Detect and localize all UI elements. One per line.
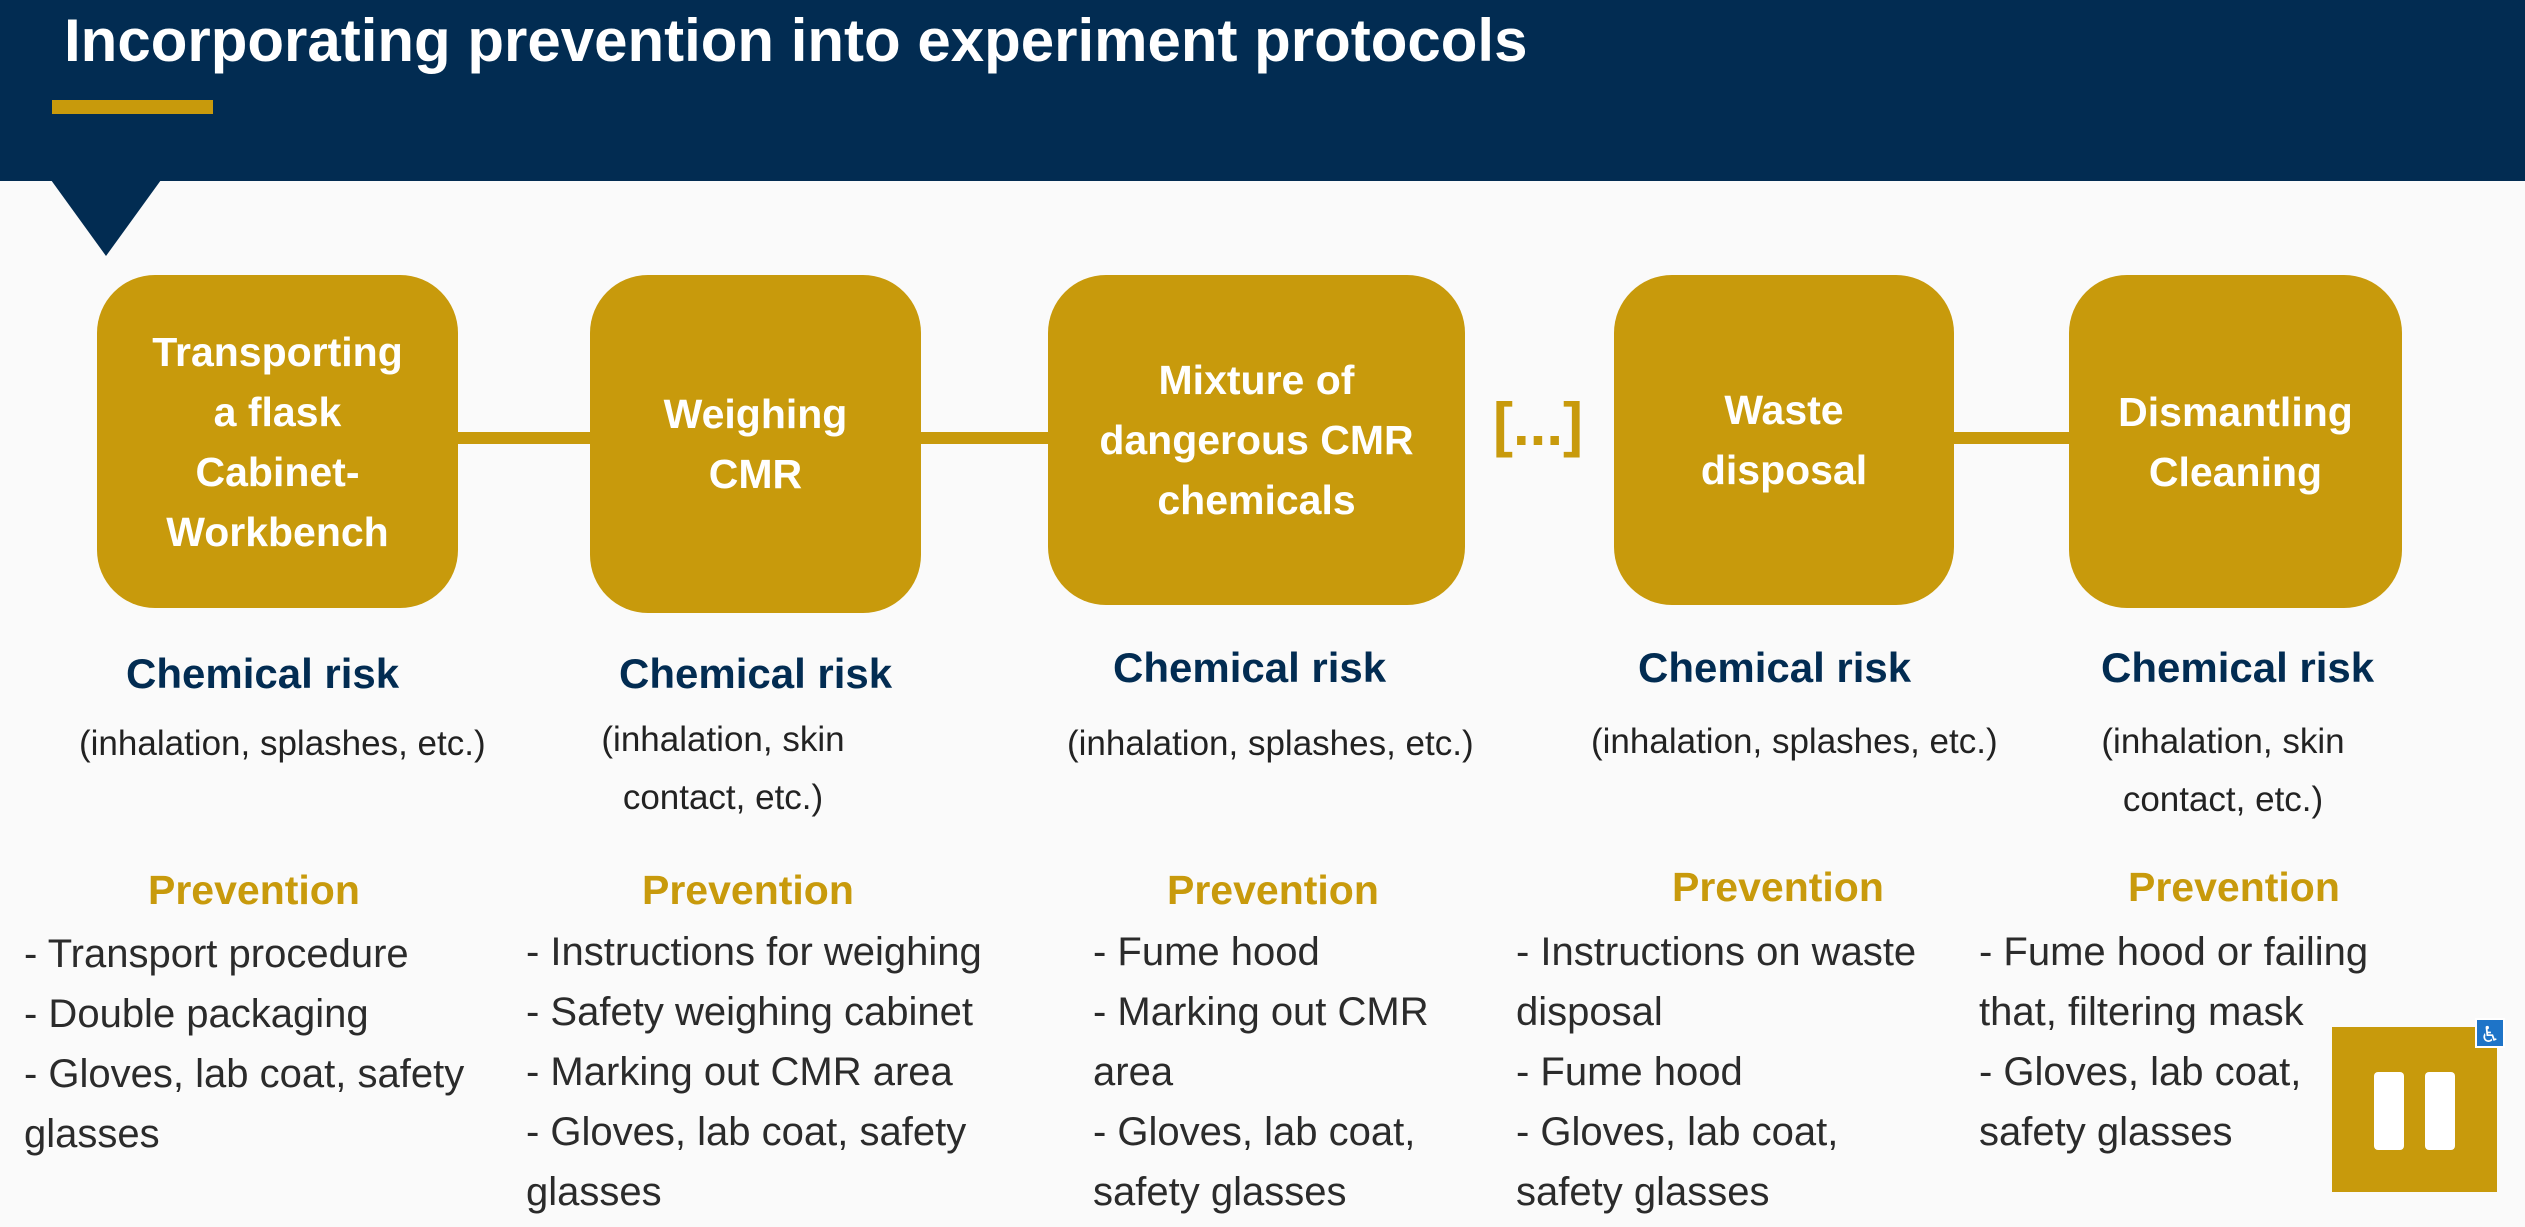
risk-detail: (inhalation, splashes, etc.) bbox=[79, 724, 486, 763]
prevention-item: - Fume hood or failing that, filtering m… bbox=[1979, 930, 2369, 1034]
step-label: Dismantling Cleaning bbox=[2118, 388, 2353, 495]
step-box-mixture: Mixture of dangerous CMR chemicals bbox=[1048, 275, 1465, 605]
risk-detail: (inhalation, splashes, etc.) bbox=[1591, 722, 1998, 761]
step-label: Waste disposal bbox=[1700, 387, 1868, 493]
header-pointer bbox=[51, 180, 161, 256]
step-box-waste: Waste disposal bbox=[1614, 275, 1954, 605]
prevention-list: - Fume hood - Marking out CMR area - Glo… bbox=[1093, 922, 1473, 1222]
step-label: Mixture of dangerous CMR chemicals bbox=[1099, 357, 1414, 523]
risk-title: Chemical risk bbox=[619, 650, 893, 697]
step-box-transporting: Transporting a flask Cabinet- Workbench bbox=[97, 275, 458, 608]
prevention-item: - Safety weighing cabinet bbox=[526, 990, 973, 1034]
risk-title: Chemical risk bbox=[2101, 644, 2375, 691]
risk-title: Chemical risk bbox=[1638, 644, 1912, 691]
prevention-item: - Gloves, lab coat, safety glasses bbox=[1093, 1110, 1416, 1214]
prevention-title: Prevention bbox=[148, 867, 360, 913]
prevention-title: Prevention bbox=[2128, 864, 2340, 910]
prevention-title: Prevention bbox=[1672, 864, 1884, 910]
prevention-item: - Double packaging bbox=[24, 992, 369, 1036]
risk-title: Chemical risk bbox=[1113, 644, 1387, 691]
prevention-item: - Marking out CMR area bbox=[526, 1050, 953, 1094]
header-bar bbox=[0, 0, 2525, 181]
prevention-item: - Gloves, lab coat, safety glasses bbox=[526, 1110, 967, 1214]
prevention-item: - Fume hood bbox=[1516, 1050, 1743, 1094]
risk-detail: (inhalation, splashes, etc.) bbox=[1067, 724, 1474, 763]
step-label: Transporting a flask Cabinet- Workbench bbox=[152, 328, 403, 555]
prevention-item: - Gloves, lab coat, safety glasses bbox=[24, 1052, 465, 1156]
risk-title: Chemical risk bbox=[126, 650, 400, 697]
ellipsis-marker: [...] bbox=[1493, 391, 1583, 458]
step-label: Weighing CMR bbox=[663, 391, 848, 497]
accessibility-icon[interactable]: ♿ bbox=[2475, 1018, 2505, 1048]
prevention-list: - Fume hood or failing that, filtering m… bbox=[1979, 922, 2419, 1162]
prevention-list: - Transport procedure - Double packaging… bbox=[24, 924, 514, 1164]
prevention-title: Prevention bbox=[642, 867, 854, 913]
risk-detail: (inhalation, skin contact, etc.) bbox=[601, 720, 845, 817]
prevention-item: - Gloves, lab coat, safety glasses bbox=[1979, 1050, 2302, 1154]
prevention-item: - Marking out CMR area bbox=[1093, 990, 1429, 1094]
prevention-item: - Instructions for weighing bbox=[526, 930, 982, 974]
step-box-weighing: Weighing CMR bbox=[590, 275, 921, 613]
prevention-list: - Instructions on waste disposal - Fume … bbox=[1516, 922, 1956, 1222]
prevention-item: - Instructions on waste disposal bbox=[1516, 930, 1917, 1034]
risk-detail: (inhalation, skin contact, etc.) bbox=[2101, 722, 2345, 819]
prevention-item: - Transport procedure bbox=[24, 932, 409, 976]
step-box-dismantling: Dismantling Cleaning bbox=[2069, 275, 2402, 608]
prevention-item: - Gloves, lab coat, safety glasses bbox=[1516, 1110, 1839, 1214]
prevention-title: Prevention bbox=[1167, 867, 1379, 913]
title-underline bbox=[52, 100, 213, 114]
prevention-item: - Fume hood bbox=[1093, 930, 1320, 974]
connector-2-3 bbox=[921, 432, 1048, 444]
connector-1-2 bbox=[458, 432, 590, 444]
pause-button[interactable] bbox=[2332, 1027, 2497, 1192]
prevention-list: - Instructions for weighing - Safety wei… bbox=[526, 922, 1046, 1222]
connector-4-5 bbox=[1954, 432, 2069, 444]
page-title: Incorporating prevention into experiment… bbox=[64, 7, 1528, 74]
